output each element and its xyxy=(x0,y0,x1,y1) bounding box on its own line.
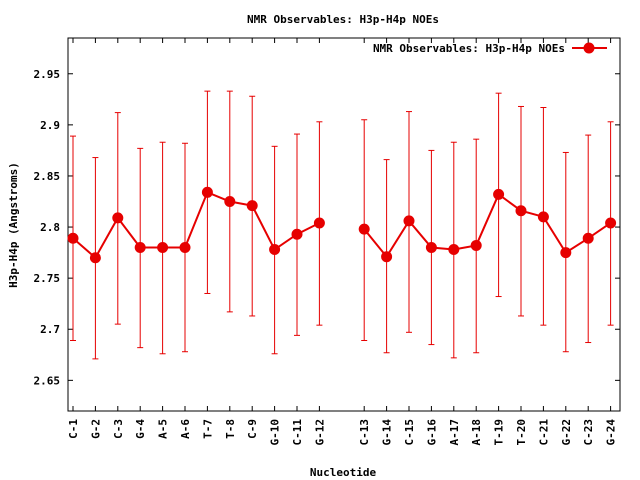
data-point xyxy=(381,251,393,263)
data-point xyxy=(224,196,236,208)
data-point xyxy=(246,200,258,212)
x-tick-label: C-13 xyxy=(358,419,371,446)
y-tick-label: 2.65 xyxy=(34,374,61,387)
x-tick-label: G-16 xyxy=(425,419,438,446)
x-tick-label: G-14 xyxy=(381,419,394,446)
data-point xyxy=(112,212,124,224)
x-tick-label: C-3 xyxy=(112,419,125,439)
y-tick-label: 2.85 xyxy=(34,170,61,183)
plot-area: 2.65 2.7 2.75 2.8 2.85 2.9 2.95 C-1 G-2 C-3 G-4 A-5… xyxy=(34,37,621,446)
y-tick-label: 2.75 xyxy=(34,272,61,285)
x-tick-label: G-12 xyxy=(313,419,326,446)
data-point xyxy=(493,188,505,200)
data-point xyxy=(582,232,594,244)
data-point xyxy=(425,241,437,253)
x-tick-label: G-24 xyxy=(605,419,618,446)
x-tick-label: C-9 xyxy=(246,419,259,439)
data-point xyxy=(67,232,79,244)
y-tick-label: 2.8 xyxy=(40,221,60,234)
legend: NMR Observables: H3p-H4p NOEs xyxy=(373,42,607,55)
legend-marker xyxy=(583,42,595,54)
x-tick-label: G-10 xyxy=(269,419,282,446)
y-tick-label: 2.95 xyxy=(34,68,61,81)
y-tick-label: 2.9 xyxy=(40,119,60,132)
x-tick-label: A-5 xyxy=(157,419,170,439)
data-point xyxy=(605,217,617,229)
chart-title: NMR Observables: H3p-H4p NOEs xyxy=(247,13,439,26)
x-tick-label: C-21 xyxy=(537,419,550,446)
legend-label: NMR Observables: H3p-H4p NOEs xyxy=(373,42,565,55)
data-point xyxy=(89,252,101,264)
x-tick-label: C-11 xyxy=(291,419,304,446)
data-point xyxy=(157,241,169,253)
x-tick-label: G-22 xyxy=(560,419,573,446)
y-axis-label: H3p-H4p (Angstroms) xyxy=(7,162,20,288)
data-point xyxy=(403,215,415,227)
x-tick-label: T-19 xyxy=(493,419,506,446)
data-point xyxy=(358,223,370,235)
x-tick-label: T-20 xyxy=(515,419,528,446)
y-tick-label: 2.7 xyxy=(40,323,60,336)
data-point xyxy=(448,244,460,256)
x-tick-label: C-1 xyxy=(67,419,80,439)
x-tick-label: G-2 xyxy=(89,419,102,439)
data-point xyxy=(291,228,303,240)
data-point xyxy=(537,211,549,223)
x-tick-label: A-18 xyxy=(470,419,483,446)
data-point xyxy=(515,205,527,217)
plot-border xyxy=(67,37,621,412)
x-axis-label: Nucleotide xyxy=(310,466,377,479)
data-point xyxy=(560,247,572,259)
data-point xyxy=(179,241,191,253)
x-tick-label: C-23 xyxy=(582,419,595,446)
data-point xyxy=(269,244,281,256)
data-point xyxy=(134,241,146,253)
x-tick-label: A-17 xyxy=(448,419,461,446)
x-tick-label: G-4 xyxy=(134,419,147,439)
data-point xyxy=(201,186,213,198)
data-point xyxy=(470,239,482,251)
x-tick-label: T-7 xyxy=(201,419,214,439)
x-tick-label: A-6 xyxy=(179,419,192,439)
x-tick-label: T-8 xyxy=(224,419,237,439)
data-point xyxy=(313,217,325,229)
x-tick-label: C-15 xyxy=(403,419,416,446)
